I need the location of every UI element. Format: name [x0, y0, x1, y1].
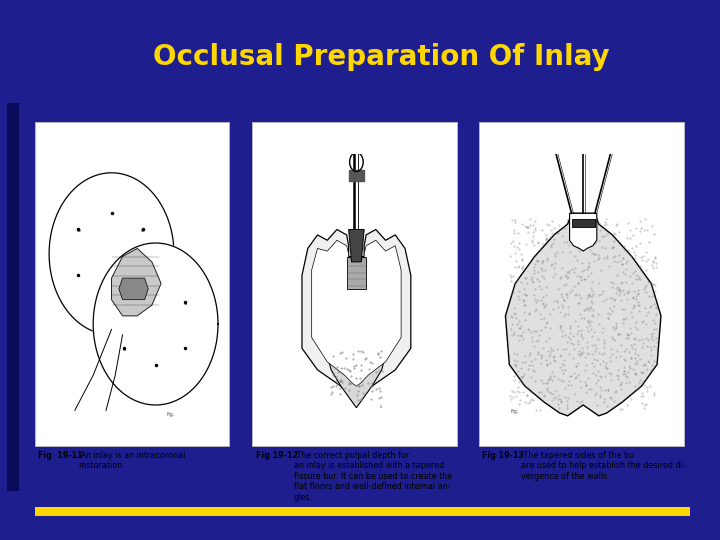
Bar [35, 122, 229, 446]
Text: c: c [122, 347, 126, 352]
Polygon shape [112, 248, 161, 316]
Bar [252, 122, 457, 446]
Text: Fig 19-12: Fig 19-12 [256, 451, 297, 460]
Polygon shape [312, 240, 401, 386]
Bar [35, 507, 690, 516]
Polygon shape [93, 243, 218, 405]
Polygon shape [119, 278, 148, 300]
Text: c: c [379, 404, 382, 409]
Polygon shape [346, 256, 366, 289]
Text: o: o [141, 228, 145, 233]
Polygon shape [49, 173, 174, 335]
Text: Occlusal Preparation Of Inlay: Occlusal Preparation Of Inlay [153, 43, 610, 71]
Text: o: o [76, 228, 81, 233]
Text: Fig 19-13: Fig 19-13 [482, 451, 524, 460]
Text: c: c [183, 301, 186, 306]
Bar [479, 122, 684, 446]
Polygon shape [572, 219, 595, 227]
Text: An inlay is an intracoronal
restoration.: An inlay is an intracoronal restoration. [78, 451, 186, 470]
Text: Fig.: Fig. [166, 412, 174, 417]
Bar [7, 103, 19, 491]
Text: The correct pulpal depth for
an inlay is established with a tapered
fissure bur.: The correct pulpal depth for an inlay is… [294, 451, 452, 502]
Text: The tapered sides of the bu
are used to help establish the desired di-
vergence : The tapered sides of the bu are used to … [521, 451, 685, 481]
Text: Fig  19-11: Fig 19-11 [38, 451, 83, 460]
Polygon shape [325, 348, 387, 408]
Polygon shape [302, 230, 411, 397]
Polygon shape [348, 230, 364, 262]
Polygon shape [570, 213, 597, 251]
Polygon shape [505, 213, 661, 416]
Text: Fig.: Fig. [511, 409, 519, 414]
